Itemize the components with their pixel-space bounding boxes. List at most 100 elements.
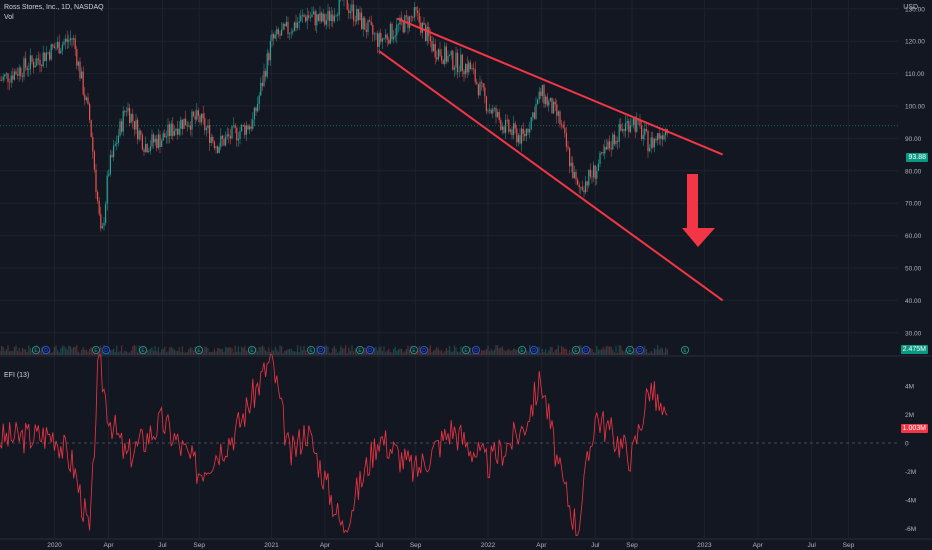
event-marker-label: E (94, 348, 98, 354)
price-tick-label: 130.00 (905, 6, 925, 13)
candle-body (7, 73, 9, 83)
candle-body (252, 119, 254, 129)
volume-bar (463, 352, 465, 355)
candle-body (490, 109, 492, 114)
volume-bar (0, 351, 1, 355)
candle-body (634, 118, 636, 132)
volume-bar (380, 346, 382, 355)
candle-body (77, 61, 79, 66)
volume-bar (409, 350, 411, 355)
candle-body (577, 179, 579, 185)
arrow-shaft (687, 174, 698, 230)
candle-body (157, 134, 159, 149)
volume-bar (346, 352, 348, 355)
candle-body (639, 119, 641, 126)
volume-bar (12, 351, 14, 355)
volume-bar (663, 352, 665, 355)
dividend-marker (316, 345, 325, 354)
volume-bar (506, 350, 508, 355)
candle-body (548, 101, 550, 106)
candle-body (383, 37, 385, 39)
volume-bar (605, 346, 607, 355)
candle-body (183, 118, 185, 130)
candle-body (233, 125, 235, 127)
volume-bar (613, 352, 615, 355)
volume-bar (276, 349, 278, 355)
candle-body (589, 169, 591, 177)
volume-bar (525, 350, 527, 355)
volume-bar (431, 352, 433, 355)
candle-body (642, 135, 644, 140)
candle-body (365, 29, 367, 32)
candle-body (652, 137, 654, 148)
candle-body (37, 58, 39, 60)
volume-bar (82, 347, 84, 355)
volume-bar (508, 348, 510, 355)
volume-bar (561, 346, 563, 355)
candle-body (621, 129, 623, 131)
candle-body (501, 126, 503, 130)
candle-body (482, 83, 484, 88)
volume-bar (457, 351, 459, 355)
volume-bar (529, 345, 531, 355)
event-marker-label: E (141, 348, 145, 354)
candle-body (633, 118, 635, 125)
candle-body (185, 118, 187, 126)
dividend-marker (102, 345, 111, 354)
volume-bar (69, 346, 71, 355)
candle-body (74, 38, 76, 50)
volume-bar (4, 351, 6, 355)
candle-body (353, 4, 355, 21)
volume-bar (236, 351, 238, 355)
candle-body (327, 11, 329, 21)
candle-body (546, 96, 548, 106)
volume-bar (154, 346, 156, 355)
volume-bar (29, 347, 31, 355)
volume-bar (188, 349, 190, 355)
candle-body (367, 20, 369, 32)
candle-body (565, 133, 567, 147)
candle-body (293, 22, 295, 32)
volume-bar (289, 349, 291, 355)
candle-body (71, 38, 73, 40)
volume-bar (228, 347, 230, 355)
volume-bar (335, 348, 337, 355)
candle-body (412, 16, 414, 18)
candle-body (305, 16, 307, 22)
volume-bar (594, 352, 596, 355)
volume-bar (601, 349, 603, 355)
candle-body (473, 68, 475, 70)
candle-body (570, 162, 572, 167)
volume-bar (429, 345, 431, 355)
volume-bar (177, 351, 179, 355)
candle-body (1, 80, 3, 81)
candle-body (41, 65, 43, 67)
candle-body (665, 129, 667, 136)
candle-body (441, 55, 443, 61)
time-tick-label: Apr (320, 542, 331, 549)
time-tick-label: Jul (808, 542, 817, 549)
volume-bar (439, 350, 441, 355)
candle-body (25, 58, 27, 68)
volume-bar (650, 351, 652, 355)
volume-bar (484, 350, 486, 355)
volume-bar (277, 351, 279, 355)
volume-bar (101, 351, 103, 355)
candle-body (236, 127, 238, 141)
candle-body (289, 32, 291, 34)
candle-body (63, 42, 65, 45)
efi-series-line (0, 354, 668, 537)
volume-bar (549, 347, 551, 355)
volume-bar (229, 347, 231, 355)
candle-body (541, 85, 543, 96)
time-tick-label: 2023 (697, 542, 712, 549)
earnings-marker (518, 345, 527, 354)
candle-body (421, 22, 423, 33)
candle-body (356, 8, 358, 22)
volume-bar (538, 346, 540, 355)
candle-body (378, 33, 380, 47)
volume-bar (300, 345, 302, 355)
dividend-marker (636, 345, 645, 354)
event-marker-label: E (250, 348, 254, 354)
